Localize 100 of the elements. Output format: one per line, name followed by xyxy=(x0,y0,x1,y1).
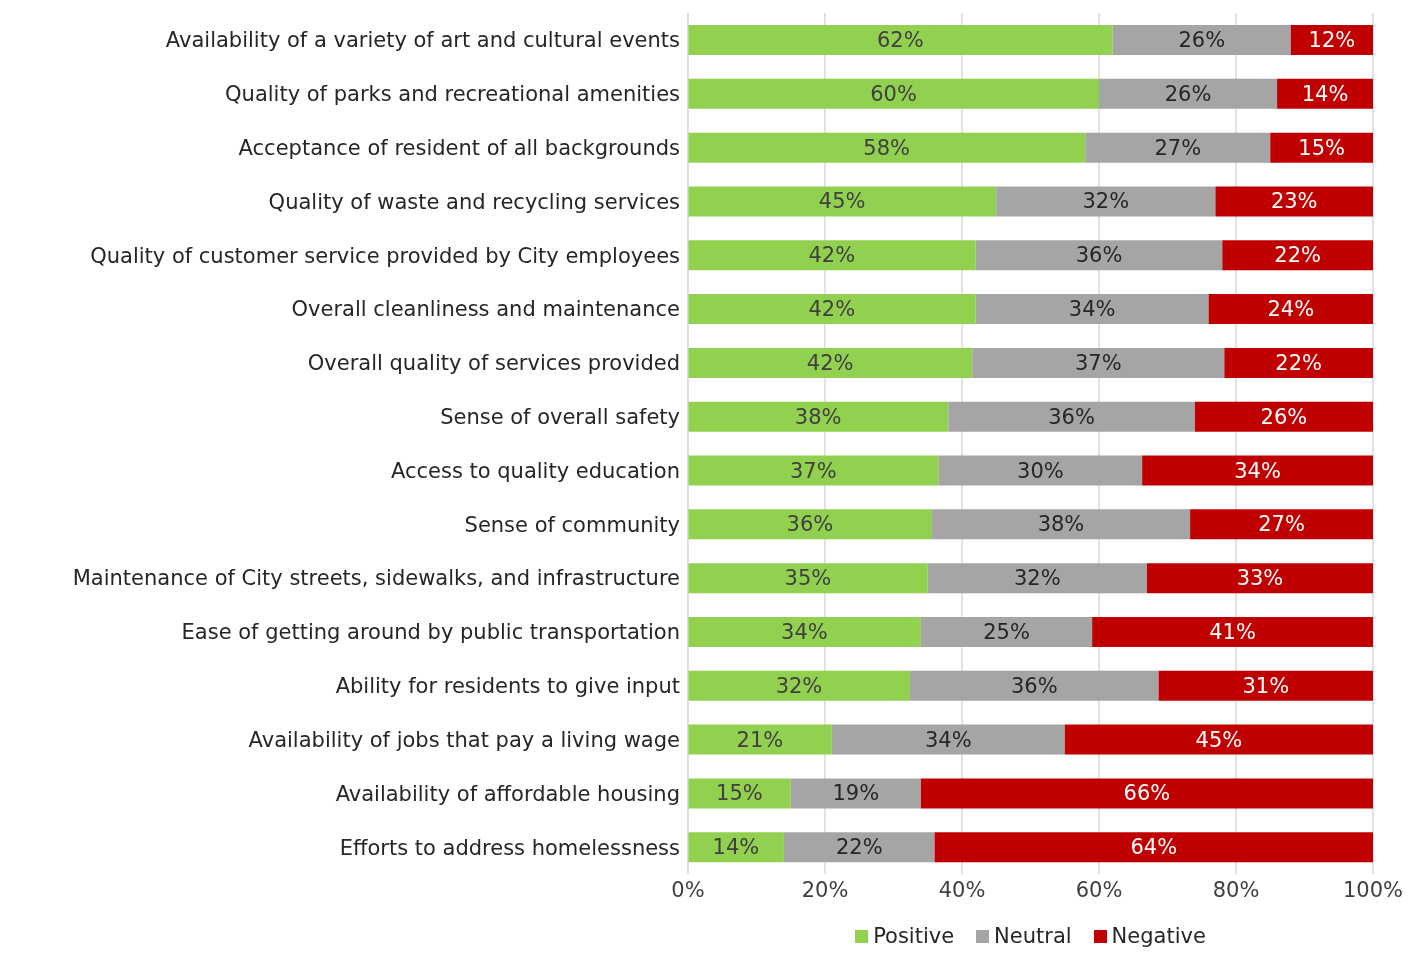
bar xyxy=(1215,186,1373,217)
data-label: 27% xyxy=(1258,512,1305,537)
data-label: 35% xyxy=(784,566,832,591)
data-label: 31% xyxy=(1242,673,1290,698)
x-tick-label: 20% xyxy=(801,877,849,902)
y-tick-label: Sense of community xyxy=(464,512,680,537)
y-tick-label: Ability for residents to give input xyxy=(335,674,680,699)
data-label: 25% xyxy=(983,619,1030,644)
y-tick-label: Quality of customer service provided by City employees xyxy=(90,243,680,268)
data-label: 38% xyxy=(1037,512,1085,537)
data-label: 22% xyxy=(835,835,883,860)
data-label: 24% xyxy=(1267,297,1315,322)
data-label: 26% xyxy=(1178,28,1226,52)
bar xyxy=(1085,132,1271,163)
bar xyxy=(783,832,935,863)
x-tick-label: 80% xyxy=(1212,877,1260,902)
data-label: 42% xyxy=(808,243,856,268)
bar xyxy=(1146,563,1373,594)
data-label: 27% xyxy=(1154,135,1202,160)
bar xyxy=(688,401,949,432)
y-tick-label: Availability of a variety of art and cultural events xyxy=(165,28,680,53)
data-label: 14% xyxy=(712,835,760,860)
data-label: 32% xyxy=(1082,189,1130,214)
data-label: 22% xyxy=(1275,350,1323,375)
data-label: 32% xyxy=(775,673,823,698)
bar xyxy=(688,186,997,217)
bar xyxy=(688,724,832,755)
data-label: 32% xyxy=(1014,566,1061,591)
data-label: 60% xyxy=(870,81,917,106)
data-label: 36% xyxy=(1048,404,1095,429)
data-label: 12% xyxy=(1308,28,1356,52)
data-label: 64% xyxy=(1130,835,1178,860)
bar xyxy=(1270,132,1373,163)
data-label: 62% xyxy=(877,28,924,52)
data-label: 34% xyxy=(1068,297,1116,322)
bar xyxy=(831,724,1065,755)
bar xyxy=(996,186,1216,217)
bar xyxy=(1194,401,1373,432)
bar xyxy=(1142,455,1373,486)
bar xyxy=(948,401,1195,432)
y-tick-label: Overall cleanliness and maintenance xyxy=(291,297,680,322)
data-label: 19% xyxy=(832,781,880,806)
bar xyxy=(688,347,973,378)
x-tick-label: 100% xyxy=(1342,877,1404,902)
bar xyxy=(1064,724,1373,755)
bar xyxy=(931,509,1191,540)
legend-label: Negative xyxy=(1111,924,1206,948)
data-label: 23% xyxy=(1270,189,1318,214)
bar xyxy=(1092,616,1373,647)
data-label: 58% xyxy=(863,135,910,160)
bar xyxy=(909,670,1159,701)
bar xyxy=(920,778,1373,809)
bar xyxy=(975,240,1223,271)
data-label: 45% xyxy=(818,189,866,214)
bar xyxy=(688,455,939,486)
data-label: 42% xyxy=(808,297,856,322)
bar xyxy=(1224,347,1373,378)
y-tick-label: Overall quality of services provided xyxy=(307,351,680,376)
data-label: 14% xyxy=(1301,81,1349,106)
bar xyxy=(688,132,1086,163)
bar xyxy=(975,294,1209,325)
bar xyxy=(934,832,1373,863)
y-tick-label: Availability of affordable housing xyxy=(335,781,680,806)
bar xyxy=(688,25,1113,55)
bar xyxy=(972,347,1225,378)
y-tick-label: Availability of jobs that pay a living wage xyxy=(248,727,680,752)
data-label: 36% xyxy=(1010,673,1058,698)
y-tick-label: Maintenance of City streets, sidewalks, and infrastructure xyxy=(72,566,680,591)
data-label: 36% xyxy=(786,512,834,537)
y-tick-label: Quality of parks and recreational amenities xyxy=(225,82,680,107)
data-label: 21% xyxy=(736,727,784,752)
data-label: 26% xyxy=(1260,404,1308,429)
bar xyxy=(1208,294,1373,325)
data-label: 37% xyxy=(1074,350,1122,375)
data-label: 36% xyxy=(1075,243,1123,268)
data-label: 15% xyxy=(1298,135,1345,160)
legend-label: Neutral xyxy=(994,924,1072,948)
y-tick-label: Access to quality education xyxy=(390,458,680,483)
data-label: 45% xyxy=(1195,727,1243,752)
bar xyxy=(1190,509,1373,540)
data-label: 26% xyxy=(1164,81,1212,106)
y-tick-label: Sense of overall safety xyxy=(440,405,680,430)
data-label: 34% xyxy=(781,619,828,644)
data-label: 38% xyxy=(794,404,842,429)
data-label: 66% xyxy=(1123,781,1171,806)
data-label: 41% xyxy=(1209,619,1256,644)
data-label: 22% xyxy=(1274,243,1321,268)
bar xyxy=(920,616,1093,647)
data-label: 33% xyxy=(1236,566,1284,591)
bar xyxy=(688,563,928,594)
data-label: 34% xyxy=(924,727,972,752)
y-tick-label: Quality of waste and recycling services xyxy=(268,189,680,214)
bar xyxy=(688,616,921,647)
y-tick-label: Acceptance of resident of all backgrounds xyxy=(238,135,680,160)
data-label: 34% xyxy=(1234,458,1281,483)
bar xyxy=(938,455,1143,486)
bar xyxy=(927,563,1147,594)
bar xyxy=(1222,240,1373,271)
legend-label: Positive xyxy=(873,924,955,948)
x-tick-label: 0% xyxy=(671,877,705,902)
